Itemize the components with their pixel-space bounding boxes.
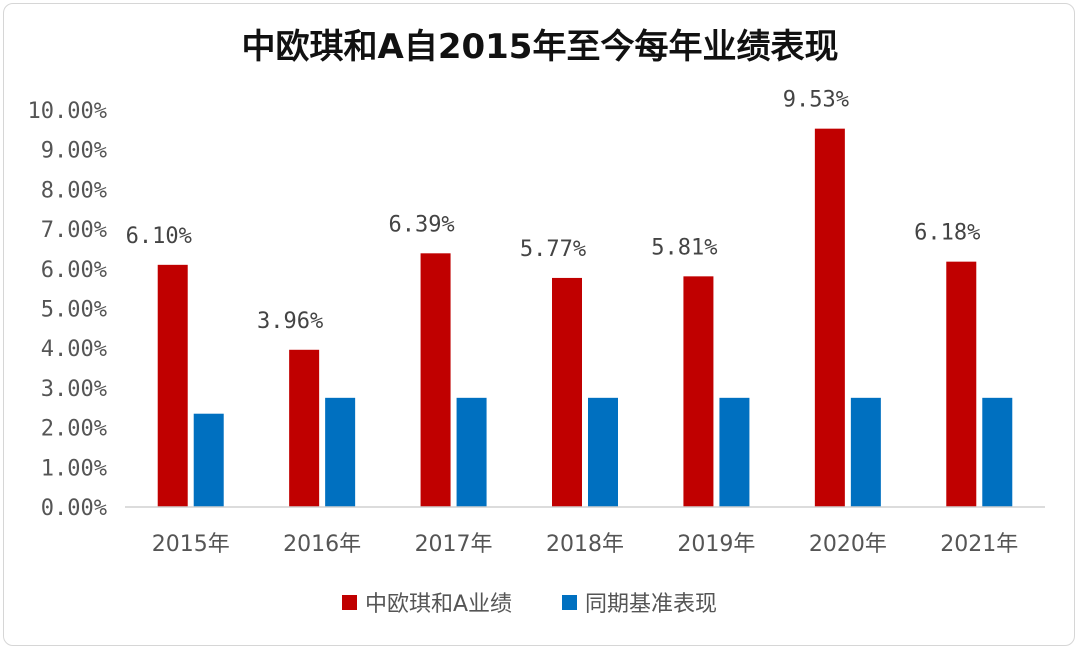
x-tick-label: 2020年 [809,532,887,557]
y-tick-label: 1.00% [41,456,107,481]
bar-benchmark [588,397,618,507]
data-label: 6.39% [388,212,454,237]
x-tick-label: 2019年 [677,532,755,557]
y-tick-label: 8.00% [41,178,107,203]
y-tick-label: 3.00% [41,377,107,402]
y-axis: 0.00% 1.00% 2.00% 3.00% 4.00% 5.00% 6.00% 7.00%… [28,99,107,521]
legend-label: 中欧琪和A业绩 [365,592,512,617]
x-tick-label: 2017年 [415,532,493,557]
bar-benchmark [850,397,881,507]
bar-fund [552,277,582,507]
bars: 6.10% 3.96% 6.39% 5.77% 5.81% 9.53% 6.18% [126,88,1013,507]
bar-benchmark [982,397,1013,507]
bar-benchmark [719,397,750,507]
data-label: 6.18% [914,221,980,246]
x-tick-label: 2015年 [152,532,230,557]
data-label: 5.77% [520,237,586,262]
x-axis: 2015年 2016年 2017年 2018年 2019年 2020年 2021年 [125,506,1045,557]
data-label: 3.96% [257,309,323,334]
data-label: 5.81% [651,235,717,260]
bar-fund [157,264,188,507]
bar-fund [420,253,451,507]
bar-fund [814,128,845,507]
data-label: 6.10% [126,224,192,249]
legend: 中欧琪和A业绩 同期基准表现 [342,592,717,617]
y-tick-label: 10.00% [28,99,107,124]
y-tick-label: 5.00% [41,298,107,323]
bar-benchmark [456,397,487,507]
bar-benchmark [193,413,224,507]
y-tick-label: 0.00% [41,496,107,521]
chart-title: 中欧琪和A自2015年至今每年业绩表现 [242,27,839,67]
legend-swatch [562,595,577,610]
x-tick-label: 2021年 [940,532,1018,557]
bar-fund [289,349,320,507]
bar-benchmark [325,397,356,507]
legend-swatch [342,595,357,610]
data-label: 9.53% [783,88,849,113]
bar-fund [946,261,977,507]
y-tick-label: 4.00% [41,337,107,362]
bar-fund [683,276,714,507]
x-tick-label: 2016年 [283,532,361,557]
y-tick-label: 2.00% [41,417,107,442]
y-tick-label: 7.00% [41,218,107,243]
y-tick-label: 6.00% [41,258,107,283]
legend-label: 同期基准表现 [585,592,717,617]
y-tick-label: 9.00% [41,139,107,164]
x-tick-label: 2018年 [546,532,624,557]
